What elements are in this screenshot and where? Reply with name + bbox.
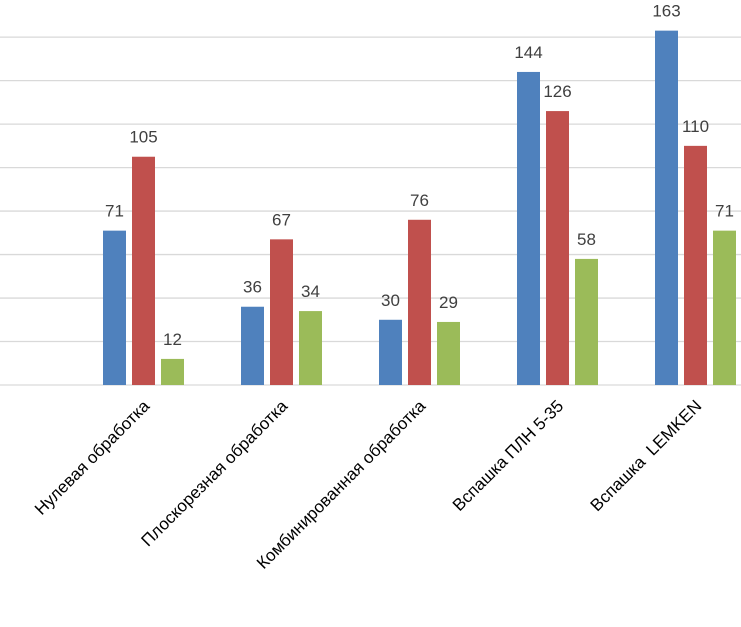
data-label: 30 — [381, 291, 400, 310]
bar-series-3-category-2 — [299, 311, 322, 385]
category-label: Вспашка LEMKEN — [587, 396, 706, 515]
data-label: 36 — [243, 278, 262, 297]
data-label: 34 — [301, 282, 320, 301]
data-labels: 71 105 12 36 67 34 30 76 29 144 126 58 163 110 71 — [105, 2, 734, 349]
data-label: 58 — [577, 230, 596, 249]
bar-series-1-category-4 — [517, 71, 540, 385]
bar-series-2-category-2 — [270, 239, 293, 385]
bar-series-1-category-1 — [103, 230, 126, 385]
data-label: 29 — [439, 293, 458, 312]
bar-series-1-category-3 — [379, 319, 402, 385]
data-label: 12 — [163, 330, 182, 349]
data-label: 105 — [129, 128, 157, 147]
bar-series-3-category-4 — [575, 258, 598, 385]
data-label: 76 — [410, 191, 429, 210]
data-label: 71 — [105, 202, 124, 221]
bar-series-3-category-1 — [161, 358, 184, 385]
category-label: Плоскорезная обработка — [138, 396, 292, 550]
category-label: Вспашка ПЛН 5-35 — [449, 396, 567, 514]
data-label: 163 — [652, 2, 680, 21]
bar-series-2-category-1 — [132, 156, 155, 385]
category-label: Нулевая обработка — [31, 396, 154, 519]
bar-series-1-category-2 — [241, 306, 264, 385]
bars — [103, 30, 736, 386]
bar-series-3-category-3 — [437, 321, 460, 385]
category-label: Комбинированная обработка — [253, 396, 430, 573]
bar-series-3-category-5 — [713, 230, 736, 385]
bar-series-2-category-5 — [684, 145, 707, 385]
data-label: 71 — [715, 202, 734, 221]
data-label: 110 — [682, 117, 709, 136]
data-label: 144 — [514, 43, 542, 62]
bar-series-2-category-4 — [546, 111, 569, 386]
bar-series-1-category-5 — [655, 30, 678, 385]
data-label: 67 — [272, 210, 291, 229]
bar-series-2-category-3 — [408, 219, 431, 385]
data-label: 126 — [543, 82, 571, 101]
